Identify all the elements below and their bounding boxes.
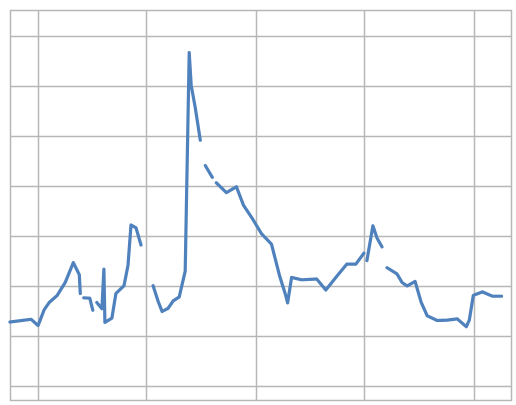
series-segment [151,51,202,314]
series-segment [203,164,214,179]
series-segment [385,266,504,329]
plot-frame [9,9,513,402]
series-segment [365,224,384,263]
series-segment [95,223,143,324]
series-segment [214,181,366,305]
grid [9,9,513,402]
series-segment [82,296,95,312]
series-segment [8,261,82,328]
series-line [8,51,504,329]
